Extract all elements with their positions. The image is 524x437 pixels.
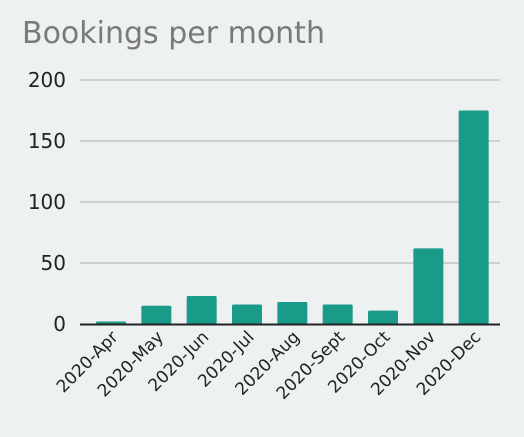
y-tick-label: 50: [41, 251, 66, 275]
y-tick-label: 100: [28, 190, 66, 214]
bar-2020-Sept: [322, 304, 353, 324]
bar-2020-Oct: [368, 310, 398, 324]
y-tick-label: 150: [28, 129, 66, 153]
y-tick-label: 0: [53, 312, 66, 336]
bar-2020-Dec: [458, 110, 489, 324]
bar-2020-Jun: [186, 295, 217, 324]
chart-title: Bookings per month: [22, 16, 325, 51]
y-tick-label: 200: [28, 68, 66, 92]
bar-2020-Apr: [96, 321, 126, 324]
bar-2020-Aug: [277, 302, 308, 324]
bar-2020-Nov: [413, 248, 444, 324]
bar-2020-Jul: [232, 304, 262, 324]
bar-2020-May: [141, 305, 172, 324]
